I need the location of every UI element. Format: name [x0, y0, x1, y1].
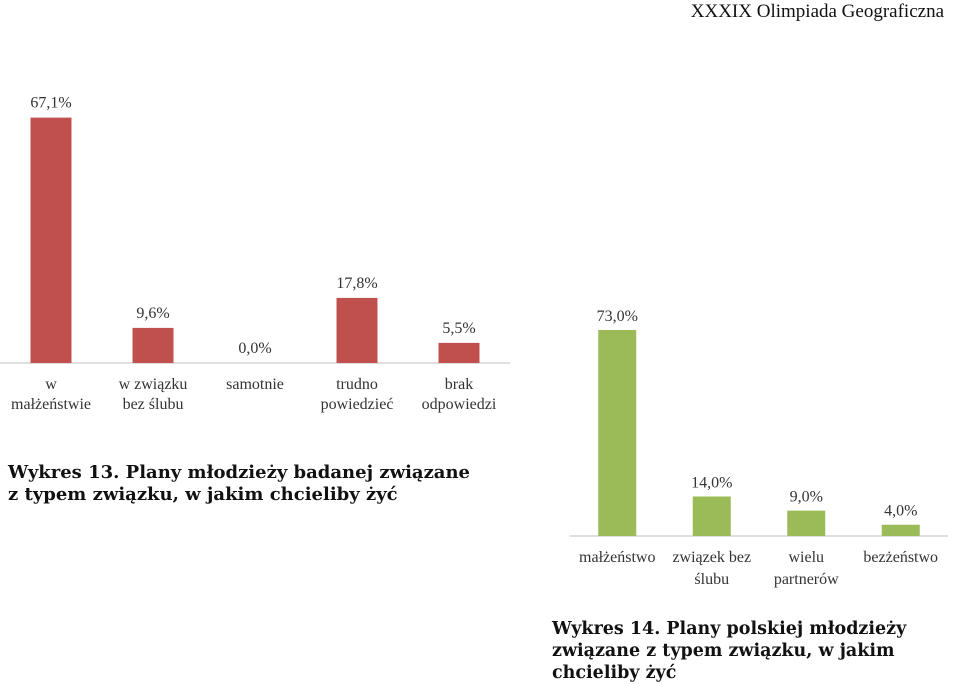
- category-label-3: trudno powiedzieć: [321, 376, 394, 413]
- data-label-2: 9,0%: [790, 489, 823, 506]
- bar-1: [132, 327, 174, 363]
- category-label-line: odpowiedzi: [422, 396, 497, 413]
- category-label-line: brak: [445, 376, 473, 393]
- bar-0: [598, 330, 637, 536]
- category-label-2: wielu partnerów: [774, 549, 839, 588]
- category-label-0: w małżeństwie: [11, 376, 91, 413]
- category-label-line: ślubu: [694, 571, 729, 588]
- bar-3: [336, 297, 378, 363]
- category-label-line: w związku: [119, 376, 188, 393]
- data-label-3: 17,8%: [336, 275, 377, 292]
- category-label-line: trudno: [336, 376, 378, 393]
- category-label-line: związek bez: [672, 549, 751, 566]
- data-label-1: 9,6%: [136, 305, 169, 322]
- bar-2: [787, 510, 826, 536]
- category-label-line: bezżeństwo: [863, 549, 938, 566]
- chart-2-svg: 73,0% małżeństwo 14,0% związek bez ślubu 9,0%…: [570, 308, 948, 588]
- category-label-line: w: [45, 376, 57, 393]
- data-label-4: 5,5%: [442, 320, 475, 337]
- data-label-2: 0,0%: [238, 340, 271, 357]
- category-label-line: małżeństwo: [579, 549, 655, 566]
- caption-chart-13: Wykres 13. Plany młodzieży badanej związ…: [8, 462, 470, 505]
- data-label-1: 14,0%: [691, 474, 732, 491]
- bar-1: [692, 496, 731, 536]
- page-header-title: XXXIX Olimpiada Geograficzna: [690, 1, 944, 22]
- data-label-0: 67,1%: [30, 95, 71, 112]
- category-label-0: małżeństwo: [579, 549, 655, 566]
- category-label-line: powiedzieć: [321, 396, 394, 413]
- caption-chart-14: Wykres 14. Plany polskiej młodzieży zwią…: [552, 619, 907, 683]
- bar-3: [881, 524, 920, 536]
- category-label-1: w związku bez ślubu: [119, 376, 188, 413]
- category-label-line: bez ślubu: [123, 396, 184, 413]
- bar-4: [438, 342, 480, 363]
- category-label-line: samotnie: [226, 376, 284, 393]
- category-label-line: małżeństwie: [11, 396, 91, 413]
- chart-plans-surveyed-youth: 67,1% w małżeństwie 9,6% w związku bez ślubu 0…: [0, 60, 530, 430]
- category-label-4: brak odpowiedzi: [422, 376, 497, 413]
- chart-plans-polish-youth: 73,0% małżeństwo 14,0% związek bez ślubu 9,0%…: [570, 300, 960, 600]
- category-label-1: związek bez ślubu: [672, 549, 751, 588]
- category-label-line: partnerów: [774, 571, 839, 588]
- data-label-3: 4,0%: [884, 503, 917, 520]
- category-label-2: samotnie: [226, 376, 284, 393]
- chart-1-svg: 67,1% w małżeństwie 9,6% w związku bez ślubu 0…: [0, 95, 510, 413]
- category-label-line: wielu: [788, 549, 824, 566]
- bar-0: [30, 117, 72, 363]
- data-label-0: 73,0%: [597, 308, 638, 325]
- category-label-3: bezżeństwo: [863, 549, 938, 566]
